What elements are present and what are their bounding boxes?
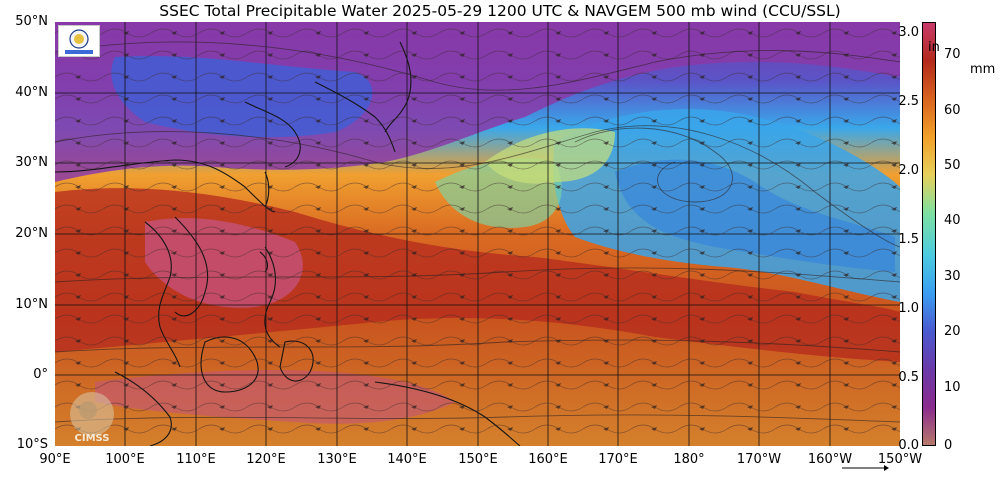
colorbar-unit-mm: mm [970,62,996,77]
colorbar-mm-tick-70: 70 [944,47,961,62]
colorbar-mm-tick-0: 0 [944,438,953,453]
precipitable-water-map[interactable] [55,22,900,446]
colorbar-in-tick-0-5: 0.5 [898,370,919,385]
lon-label-160e: 160°E [528,452,568,467]
colorbar-in-tick-0-0: 0.0 [898,438,919,453]
lon-label-140e: 140°E [387,452,427,467]
colorbar-in-tick-3-0: 3.0 [898,25,919,40]
lon-label-110e: 110°E [176,452,216,467]
lon-label-130e: 130°E [317,452,357,467]
colorbar-in-tick-2-5: 2.5 [898,94,919,109]
lat-label-20n: 20°N [15,226,48,241]
lon-label-180: 180° [673,452,705,467]
wind-reference-arrow-icon [840,458,890,471]
colorbar-mm-tick-50: 50 [944,158,961,173]
lon-label-170w: 170°W [736,452,782,467]
lon-label-100e: 100°E [105,452,145,467]
lon-label-170e: 170°E [598,452,638,467]
lat-label-30n: 30°N [15,155,48,170]
map-canvas [55,22,900,446]
colorbar-in-tick-2-0: 2.0 [898,163,919,178]
lat-label-40n: 40°N [15,85,48,100]
colorbar-in-tick-1-0: 1.0 [898,301,919,316]
colorbar-mm-tick-30: 30 [944,269,961,284]
cimss-logo-text: CIMSS [75,433,110,444]
colorbar-mm-tick-20: 20 [944,324,961,339]
colorbar-mm-tick-60: 60 [944,103,961,118]
colorbar-in-tick-1-5: 1.5 [898,232,919,247]
colorbar-mm-tick-40: 40 [944,213,961,228]
lon-label-120e: 120°E [246,452,286,467]
streamline-curves [55,41,900,423]
colorbar-mm-tick-10: 10 [944,380,961,395]
lat-label-0: 0° [33,367,48,382]
lon-label-150w: 150°W [877,452,923,467]
cimss-logo: CIMSS [58,388,126,444]
map-title: SSEC Total Precipitable Water 2025-05-29… [159,2,841,20]
lat-label-10n: 10°N [15,297,48,312]
wind-streamlines [55,22,900,446]
agency-emblem-icon [58,25,100,57]
lon-label-150e: 150°E [458,452,498,467]
lat-label-50n: 50°N [15,14,48,29]
lon-label-90e: 90°E [39,452,71,467]
lat-label-10s: 10°S [16,437,48,452]
lon-label-160w: 160°W [807,452,853,467]
colorbar [922,22,936,446]
colorbar-unit-in: in [928,40,940,55]
